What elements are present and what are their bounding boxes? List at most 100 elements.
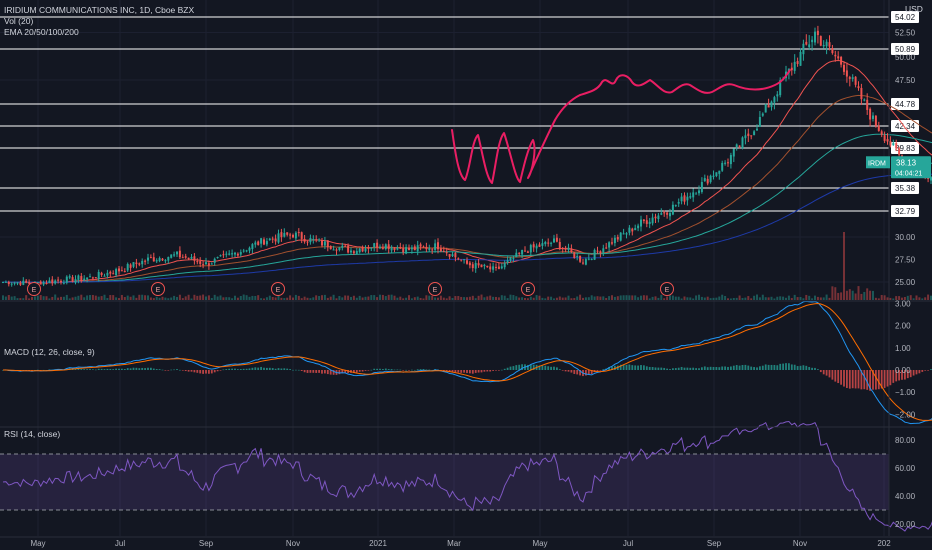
pane-dividers[interactable] bbox=[0, 0, 932, 538]
volume-indicator-label[interactable]: Vol (20) bbox=[4, 16, 34, 26]
rsi-tick-label: 60.00 bbox=[895, 464, 916, 473]
candle-body bbox=[428, 248, 431, 251]
level-tag bbox=[891, 205, 919, 217]
candle-body bbox=[564, 247, 567, 250]
volume-bar bbox=[74, 296, 77, 300]
volume-bar bbox=[126, 295, 129, 300]
candle-body bbox=[126, 263, 129, 271]
macd-histogram-bar bbox=[930, 369, 932, 370]
macd-histogram-bar bbox=[297, 369, 300, 371]
earnings-marker-label: E bbox=[32, 287, 37, 294]
macd-histogram-bar bbox=[387, 369, 390, 370]
candle-body bbox=[399, 247, 402, 249]
forecast-drawing[interactable] bbox=[451, 69, 791, 184]
candle-body bbox=[695, 193, 698, 195]
volume-bar bbox=[492, 296, 495, 300]
volume-bar bbox=[254, 296, 257, 300]
volume-bar bbox=[718, 296, 721, 300]
volume-bar bbox=[837, 292, 840, 300]
volume-bar bbox=[439, 295, 442, 300]
candle-body bbox=[315, 239, 318, 241]
candle-body bbox=[306, 241, 309, 243]
candle-body bbox=[538, 244, 541, 247]
macd-signal-line bbox=[3, 302, 932, 421]
volume-bar bbox=[149, 297, 152, 300]
macd-histogram-bar bbox=[419, 369, 422, 370]
candle-body bbox=[303, 238, 306, 242]
candle-body bbox=[402, 248, 405, 253]
candle-body bbox=[843, 64, 845, 72]
macd-histogram-bar bbox=[747, 365, 750, 370]
horizontal-levels[interactable]: 54.02 50.89 44.78 42.34 39.83 35.38 32.79 bbox=[0, 11, 919, 217]
volume-bar bbox=[471, 295, 474, 300]
macd-histogram-bar bbox=[161, 369, 164, 371]
ema-indicator-label[interactable]: EMA 20/50/100/200 bbox=[4, 27, 79, 37]
level-label: 32.79 bbox=[895, 207, 916, 216]
macd-histogram-bar bbox=[750, 366, 753, 370]
macd-histogram-bar bbox=[712, 367, 715, 370]
volume-bar bbox=[118, 298, 120, 300]
candle-body bbox=[242, 250, 245, 252]
volume-bar bbox=[895, 296, 898, 300]
price-axis[interactable]: 25.00 27.50 30.00 47.50 50.00 52.50 3.00 2.00 1.… bbox=[895, 29, 916, 529]
macd-histogram-bar bbox=[846, 370, 848, 388]
candle-body bbox=[526, 251, 529, 253]
macd-histogram-bar bbox=[631, 365, 634, 370]
time-axis[interactable]: May Jul Sep Nov 2021 Mar May Jul Sep Nov 202 bbox=[30, 539, 891, 548]
volume-bar bbox=[715, 297, 718, 300]
macd-histogram-bar bbox=[863, 370, 866, 390]
volume-bar bbox=[54, 294, 57, 300]
chart-title[interactable]: IRIDIUM COMMUNICATIONS INC, 1D, Cboe BZX bbox=[4, 5, 195, 15]
macd-histogram-bar bbox=[254, 367, 257, 370]
volume-bar bbox=[909, 295, 912, 300]
volume-bar bbox=[283, 298, 286, 300]
candle-body bbox=[582, 262, 584, 264]
macd-histogram-bar bbox=[518, 364, 521, 370]
volume-bar bbox=[695, 295, 698, 300]
macd-histogram-bar bbox=[355, 370, 358, 373]
level-tag bbox=[891, 43, 919, 55]
volume-bar bbox=[700, 296, 703, 300]
earnings-marker-label: E bbox=[276, 287, 281, 294]
volume-bar bbox=[402, 298, 405, 300]
rsi-indicator-label[interactable]: RSI (14, close) bbox=[4, 429, 61, 439]
macd-histogram-bar bbox=[431, 369, 434, 371]
macd-indicator-label[interactable]: MACD (12, 26, close, 9) bbox=[4, 347, 95, 357]
volume-bar bbox=[892, 298, 895, 300]
earnings-marker bbox=[428, 282, 442, 296]
volume-bar bbox=[686, 297, 689, 300]
volume-bar bbox=[770, 296, 773, 300]
volume-bar bbox=[318, 295, 321, 300]
candle-body bbox=[880, 131, 883, 135]
candle-body bbox=[248, 247, 251, 251]
macd-histogram-bar bbox=[500, 369, 503, 371]
macd-histogram-bar bbox=[892, 370, 895, 383]
volume-bar bbox=[587, 297, 590, 300]
price-tick-label: 25.00 bbox=[895, 278, 916, 287]
volume-bar bbox=[173, 295, 176, 300]
macd-histogram-bar bbox=[150, 367, 152, 370]
candle-body bbox=[344, 245, 347, 247]
volume-bar bbox=[7, 295, 10, 300]
volume-bar bbox=[152, 298, 155, 300]
macd-histogram-bar bbox=[173, 369, 175, 371]
candle-body bbox=[178, 250, 181, 258]
candle-body bbox=[799, 51, 802, 66]
macd-histogram-bar bbox=[471, 370, 474, 374]
macd-tick-label: 3.00 bbox=[895, 299, 911, 308]
candle-body bbox=[236, 253, 239, 256]
macd-histogram-bar bbox=[457, 370, 460, 373]
candle-body bbox=[599, 251, 602, 254]
volume-bar bbox=[144, 295, 147, 300]
candle-body bbox=[51, 279, 54, 284]
candle-body bbox=[555, 237, 558, 242]
volume-bar bbox=[822, 297, 825, 300]
macd-histogram-bar bbox=[909, 370, 912, 378]
volume-bar bbox=[303, 296, 306, 300]
level-label: 42.34 bbox=[895, 122, 916, 131]
volume-bar bbox=[431, 295, 434, 300]
volume-bar bbox=[257, 295, 260, 300]
candle-body bbox=[692, 192, 695, 198]
